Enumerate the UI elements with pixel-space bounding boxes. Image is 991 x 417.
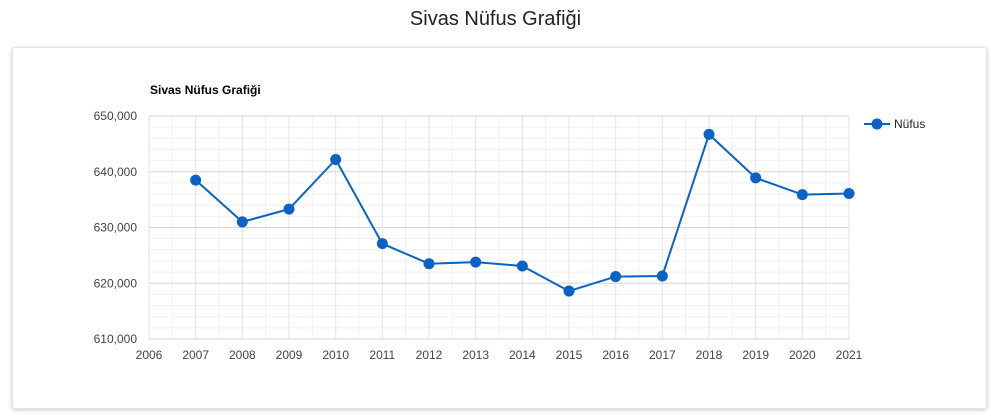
data-point[interactable] bbox=[703, 128, 715, 140]
y-tick-label: 630,000 bbox=[94, 221, 138, 235]
legend[interactable]: Nüfus bbox=[864, 117, 925, 131]
x-axis: 2006 2007 2008 2009 2010 2011 2012 2013 2014 2015… bbox=[136, 348, 863, 362]
x-tick-label: 2020 bbox=[789, 348, 816, 362]
x-tick-label: 2010 bbox=[322, 348, 349, 362]
y-tick-label: 620,000 bbox=[94, 276, 138, 290]
data-point[interactable] bbox=[376, 238, 388, 250]
data-point[interactable] bbox=[796, 189, 808, 201]
data-point[interactable] bbox=[423, 258, 435, 270]
chart-title: Sivas Nüfus Grafiği bbox=[150, 83, 261, 97]
x-tick-label: 2012 bbox=[416, 348, 443, 362]
x-tick-label: 2013 bbox=[462, 348, 489, 362]
chart-card: Sivas Nüfus Grafiği 610,000 620,000 630,00… bbox=[12, 47, 987, 409]
data-point[interactable] bbox=[563, 285, 575, 297]
data-point[interactable] bbox=[656, 270, 668, 282]
y-tick-label: 650,000 bbox=[94, 109, 138, 123]
x-tick-label: 2008 bbox=[229, 348, 256, 362]
data-point[interactable] bbox=[190, 174, 202, 186]
x-tick-label: 2009 bbox=[276, 348, 303, 362]
x-tick-label: 2021 bbox=[836, 348, 863, 362]
data-point[interactable] bbox=[283, 203, 295, 215]
data-point[interactable] bbox=[610, 271, 622, 283]
x-tick-label: 2019 bbox=[742, 348, 769, 362]
x-tick-label: 2017 bbox=[649, 348, 676, 362]
x-tick-label: 2011 bbox=[369, 348, 395, 362]
legend-label: Nüfus bbox=[894, 117, 925, 131]
data-point[interactable] bbox=[843, 187, 855, 199]
data-point[interactable] bbox=[236, 216, 248, 228]
data-point[interactable] bbox=[470, 256, 482, 268]
x-tick-label: 2018 bbox=[696, 348, 723, 362]
x-tick-label: 2015 bbox=[556, 348, 583, 362]
line-chart: Sivas Nüfus Grafiği 610,000 620,000 630,00… bbox=[94, 83, 926, 362]
y-tick-label: 640,000 bbox=[94, 165, 138, 179]
data-point[interactable] bbox=[516, 260, 528, 272]
page-title: Sivas Nüfus Grafiği bbox=[409, 8, 582, 30]
x-tick-label: 2006 bbox=[136, 348, 163, 362]
y-tick-label: 610,000 bbox=[94, 332, 138, 346]
major-gridlines bbox=[148, 115, 850, 340]
data-point[interactable] bbox=[330, 153, 342, 165]
x-tick-label: 2007 bbox=[182, 348, 209, 362]
legend-marker bbox=[871, 118, 883, 130]
y-axis: 610,000 620,000 630,000 640,000 650,000 bbox=[94, 109, 138, 346]
x-tick-label: 2016 bbox=[602, 348, 629, 362]
x-tick-label: 2014 bbox=[509, 348, 536, 362]
data-point[interactable] bbox=[750, 172, 762, 184]
series-group bbox=[190, 128, 855, 297]
